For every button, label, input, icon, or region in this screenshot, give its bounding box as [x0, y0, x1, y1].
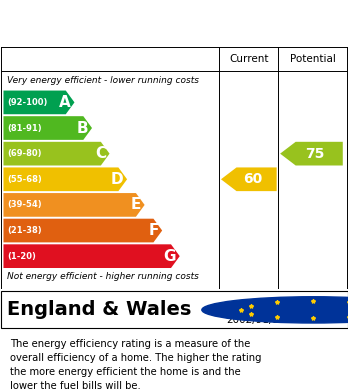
- Text: England & Wales: England & Wales: [7, 300, 191, 319]
- Text: 60: 60: [243, 172, 262, 186]
- Text: (55-68): (55-68): [7, 175, 42, 184]
- Text: EU Directive: EU Directive: [226, 303, 290, 313]
- Polygon shape: [3, 167, 127, 191]
- Text: (92-100): (92-100): [7, 98, 47, 107]
- Circle shape: [202, 297, 348, 323]
- Text: Very energy efficient - lower running costs: Very energy efficient - lower running co…: [7, 76, 199, 85]
- Text: E: E: [131, 197, 141, 212]
- Polygon shape: [3, 193, 145, 217]
- FancyBboxPatch shape: [1, 291, 348, 328]
- Polygon shape: [3, 219, 162, 242]
- Text: G: G: [164, 249, 176, 264]
- FancyBboxPatch shape: [0, 47, 348, 71]
- Text: Current: Current: [229, 54, 269, 64]
- Text: Not energy efficient - higher running costs: Not energy efficient - higher running co…: [7, 273, 199, 282]
- Polygon shape: [3, 116, 92, 140]
- Polygon shape: [3, 91, 74, 114]
- Text: Energy Efficiency Rating: Energy Efficiency Rating: [10, 14, 258, 32]
- Text: B: B: [77, 120, 88, 136]
- Text: F: F: [148, 223, 159, 238]
- Text: (69-80): (69-80): [7, 149, 41, 158]
- Polygon shape: [221, 167, 277, 191]
- Text: D: D: [111, 172, 124, 187]
- Text: A: A: [59, 95, 71, 110]
- Text: (21-38): (21-38): [7, 226, 41, 235]
- Text: (39-54): (39-54): [7, 201, 41, 210]
- Polygon shape: [3, 244, 180, 268]
- Text: The energy efficiency rating is a measure of the
overall efficiency of a home. T: The energy efficiency rating is a measur…: [10, 339, 262, 391]
- Text: (81-91): (81-91): [7, 124, 41, 133]
- Text: 2002/91/EC: 2002/91/EC: [226, 315, 286, 325]
- Polygon shape: [3, 142, 110, 165]
- Text: 75: 75: [305, 147, 325, 161]
- Polygon shape: [280, 142, 343, 165]
- Text: (1-20): (1-20): [7, 252, 36, 261]
- Text: C: C: [95, 146, 106, 161]
- Text: Potential: Potential: [290, 54, 336, 64]
